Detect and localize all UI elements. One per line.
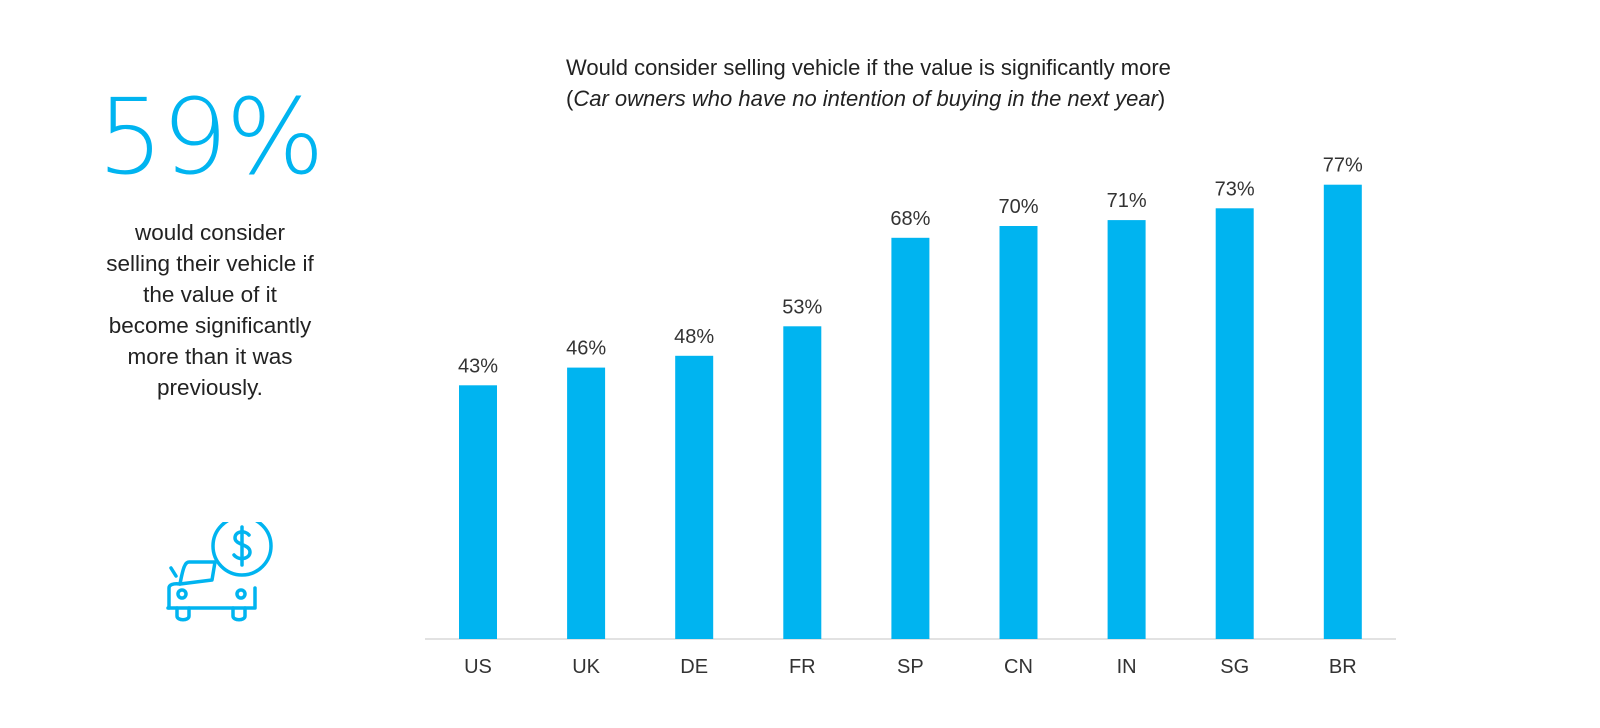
bar-br [1323,184,1362,639]
bar-cn [999,226,1038,639]
chart-title-block: Would consider selling vehicle if the va… [566,52,1286,114]
x-tick-label-in: IN [1117,656,1137,678]
bar-us [459,385,497,639]
x-tick-label-us: US [464,656,492,678]
x-tick-label-de: DE [680,656,708,678]
bar-fr [783,326,822,639]
subtitle-open-paren: ( [566,86,574,111]
x-tick-label-cn: CN [1004,656,1033,678]
subtitle-close-paren: ) [1157,86,1166,111]
data-label-de: 48% [674,326,714,348]
chart-subtitle: (Car owners who have no intention of buy… [566,83,1286,114]
bar-de [675,355,714,639]
bar-sp [891,237,930,640]
chart-title: Would consider selling vehicle if the va… [566,55,1171,80]
x-tick-label-sg: SG [1220,656,1249,678]
x-tick-label-br: BR [1329,656,1357,678]
stat-description: would consider selling their vehicle if … [106,220,314,400]
car-with-dollar-coin-icon [166,522,273,622]
data-label-fr: 53% [782,296,822,318]
data-label-us: 43% [458,355,498,377]
data-label-in: 71% [1107,190,1147,212]
bar-sg [1215,208,1254,640]
x-tick-label-fr: FR [789,656,816,678]
data-label-cn: 70% [998,196,1038,218]
subtitle-italic: Car owners who have no intention of buyi… [573,86,1158,111]
data-label-br: 77% [1323,155,1363,177]
bar-uk [567,367,606,639]
headline-stat: 59% [97,76,324,198]
x-tick-label-sp: SP [897,656,924,678]
data-label-sp: 68% [890,208,930,230]
data-label-uk: 46% [566,338,606,360]
stat-panel: 59% would consider selling their vehicle… [95,70,325,403]
x-tick-label-uk: UK [572,656,600,678]
data-label-sg: 73% [1215,178,1255,200]
bar-in [1107,220,1146,639]
